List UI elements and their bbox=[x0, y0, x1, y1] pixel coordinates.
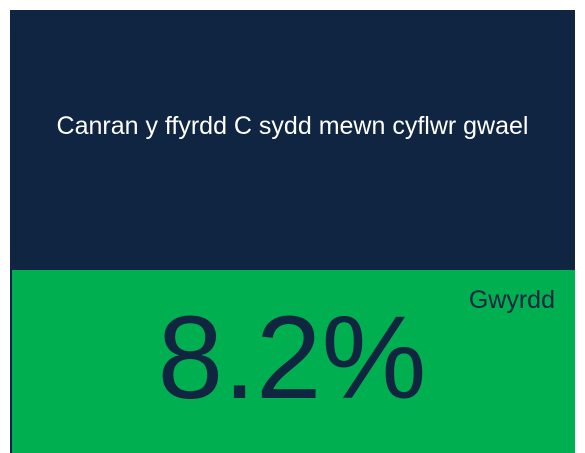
tile-title: Canran y ffyrdd C sydd mewn cyflwr gwael bbox=[56, 112, 529, 140]
tile-body: 8.2% Gwyrdd bbox=[10, 270, 575, 453]
status-label: Gwyrdd bbox=[468, 286, 555, 314]
kpi-value: 8.2% bbox=[157, 292, 427, 424]
tile-header: Canran y ffyrdd C sydd mewn cyflwr gwael bbox=[10, 10, 575, 270]
kpi-tile: Canran y ffyrdd C sydd mewn cyflwr gwael… bbox=[10, 10, 575, 453]
